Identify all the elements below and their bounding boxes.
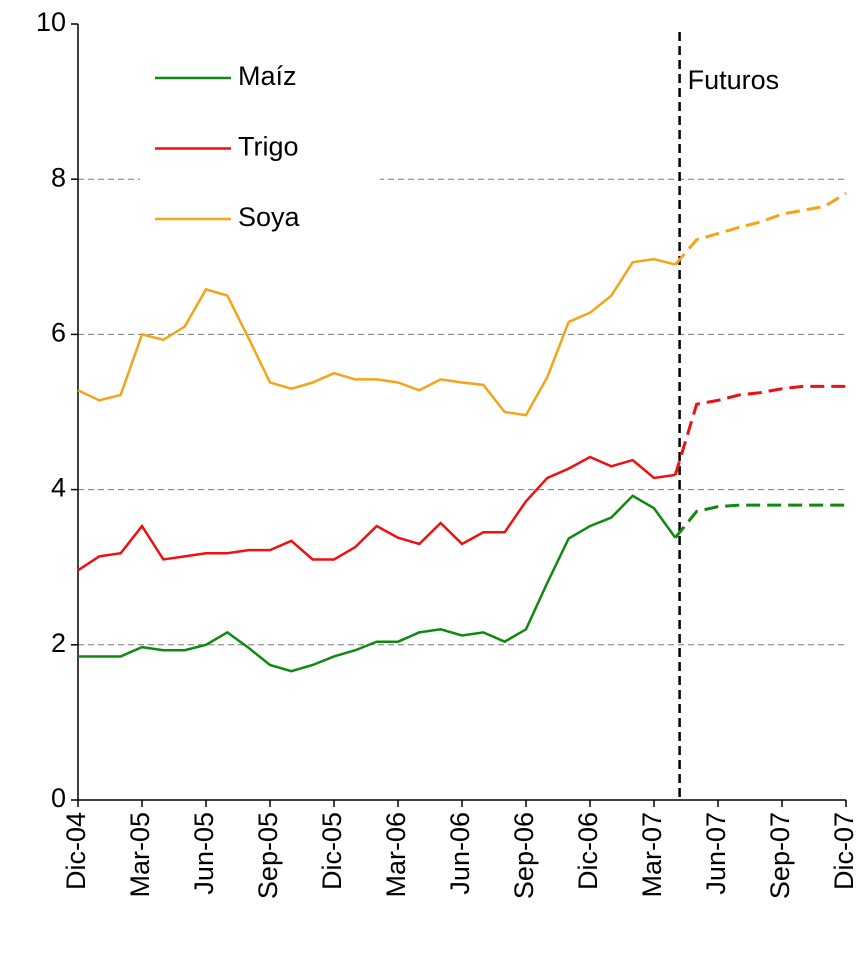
legend-label: Trigo (238, 132, 299, 162)
y-tick-label: 4 (51, 473, 66, 503)
y-tick-label: 10 (36, 7, 66, 37)
x-tick-label: Dic-06 (573, 812, 603, 890)
legend-label: Maíz (238, 61, 297, 91)
x-tick-label: Sep-07 (765, 812, 795, 899)
x-tick-label: Dic-04 (61, 812, 91, 890)
x-tick-label: Dic-07 (829, 812, 859, 890)
series-line-futures (674, 191, 847, 266)
x-tick-label: Jun-06 (445, 812, 475, 895)
y-tick-label: 0 (51, 783, 66, 813)
x-tick-label: Mar-07 (637, 812, 667, 898)
x-tick-label: Mar-06 (381, 812, 411, 898)
x-tick-label: Dic-05 (317, 812, 347, 890)
legend-label: Soya (238, 202, 301, 232)
series-line (77, 257, 676, 417)
y-tick-label: 6 (51, 318, 66, 348)
y-tick-label: 8 (51, 162, 66, 192)
series-line-futures (673, 384, 846, 476)
x-tick-label: Sep-05 (253, 812, 283, 899)
annotation: Futuros (688, 65, 780, 95)
series-line (77, 455, 676, 572)
x-tick-label: Sep-06 (509, 812, 539, 899)
x-tick-label: Jun-07 (701, 812, 731, 895)
series-line (78, 494, 677, 673)
series-line-futures (674, 503, 846, 539)
x-tick-label: Jun-05 (189, 812, 219, 895)
legend-box (140, 40, 380, 250)
x-tick-label: Mar-05 (125, 812, 155, 898)
y-tick-label: 2 (51, 628, 66, 658)
